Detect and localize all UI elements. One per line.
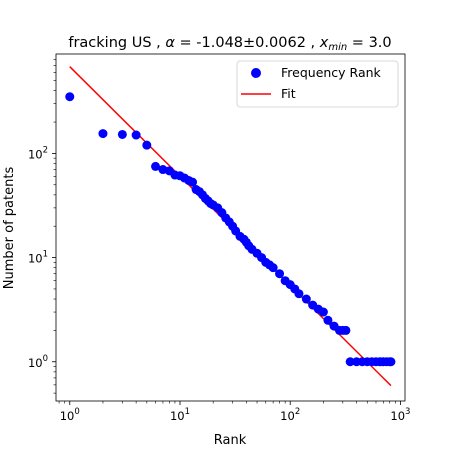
scatter-point	[118, 130, 127, 139]
scatter-point	[275, 269, 284, 278]
y-axis-label: Number of patents	[2, 167, 17, 290]
legend: Frequency Rank Fit	[237, 61, 398, 107]
legend-label-frequency-rank: Frequency Rank	[281, 65, 382, 80]
scatter-point	[294, 289, 303, 298]
scatter-point	[142, 141, 151, 150]
title-xmin-subscript: min	[328, 42, 347, 53]
title-xmin-symbol: x	[319, 35, 329, 51]
scatter-point	[386, 357, 395, 366]
title-xmin-value: = 3.0	[347, 35, 391, 51]
scatter-point	[341, 326, 350, 335]
title-alpha-value: = -1.048±0.0062 ,	[175, 35, 320, 51]
x-axis-label: Rank	[214, 433, 247, 448]
scatter-point	[132, 131, 141, 140]
title-alpha-symbol: α	[165, 35, 175, 51]
scatter-point	[65, 92, 74, 101]
scatter-point	[319, 308, 328, 317]
title-prefix: fracking US ,	[68, 35, 165, 51]
scatter-point	[98, 129, 107, 138]
legend-label-fit: Fit	[281, 86, 296, 101]
legend-marker-frequency-rank	[251, 68, 261, 78]
